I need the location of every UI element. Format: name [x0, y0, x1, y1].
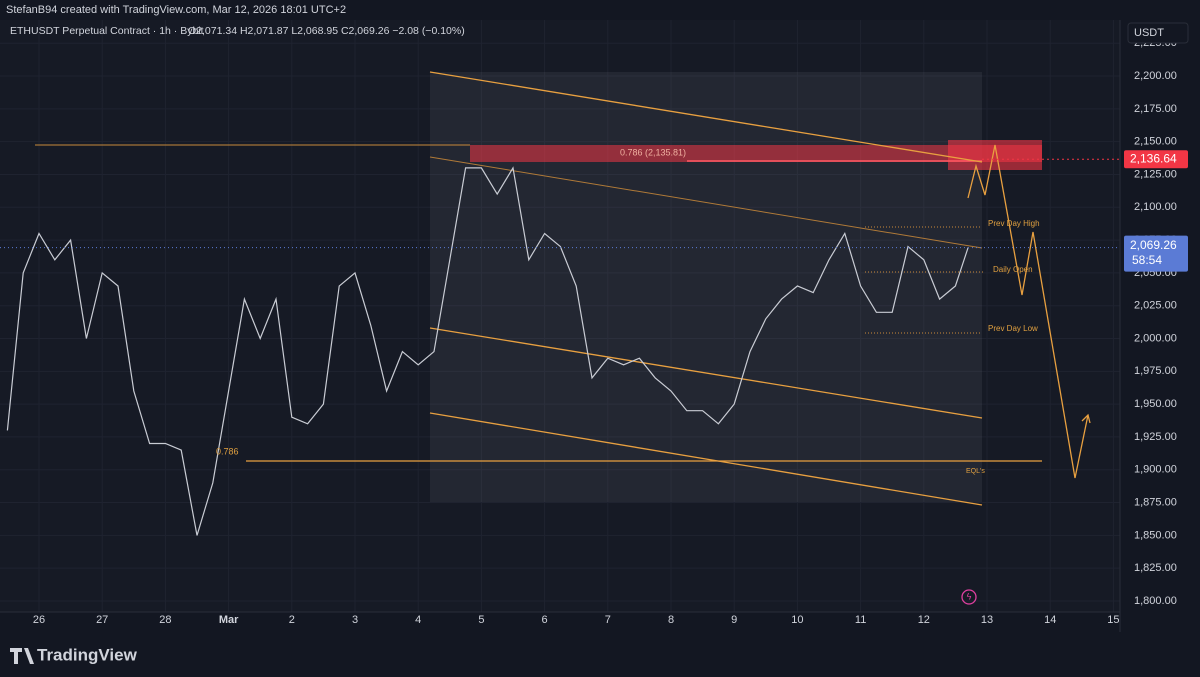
last-price-box [1124, 235, 1188, 272]
y-tick-label: 2,200.00 [1134, 70, 1177, 82]
y-tick-label: 2,000.00 [1134, 332, 1177, 344]
symbol-title: ETHUSDT Perpetual Contract · 1h · Bybit [10, 25, 204, 37]
marks [0, 158, 1120, 536]
ohlc-line: O2,071.34 H2,071.87 L2,068.95 C2,069.26 … [188, 25, 465, 37]
price-line [6, 166, 969, 536]
x-tick-label: 12 [918, 614, 930, 626]
x-tick-label: 15 [1107, 614, 1119, 626]
y-tick-label: 2,100.00 [1134, 201, 1177, 213]
channel-lower [429, 327, 983, 419]
grid [0, 20, 1120, 612]
last-price-label: 2,069.26 [1130, 238, 1177, 252]
y-tick-label: 2,175.00 [1134, 103, 1177, 115]
projection-arrow [1081, 413, 1091, 424]
eql-label: EQL's [966, 468, 985, 475]
x-tick-label: 11 [855, 614, 866, 626]
projection-path [967, 144, 1089, 479]
y-tick-label: 1,925.00 [1134, 431, 1177, 443]
prev-day-high-label: Prev Day High [988, 219, 1040, 228]
fib-label: 0.786 (2,135.81) [620, 147, 686, 157]
alert-icon-glyph: ϟ [967, 591, 972, 601]
x-tick-label: 13 [981, 614, 993, 626]
x-tick-label: 10 [791, 614, 803, 626]
x-tick-label: 6 [542, 614, 548, 626]
author-line: StefanB94 created with TradingView.com, … [6, 4, 346, 16]
channel-top [429, 71, 983, 163]
daily-open-label: Daily Open [993, 265, 1033, 274]
brand-name: TradingView [37, 645, 138, 664]
x-tick-label: 3 [352, 614, 358, 626]
y-tick-label: 2,125.00 [1134, 168, 1177, 180]
fib-level-label: 0.786 [216, 446, 239, 456]
x-tick-label: 5 [478, 614, 484, 626]
x-tick-label: 28 [159, 614, 171, 626]
channel-bottom [429, 412, 983, 506]
channel-box [430, 72, 982, 502]
supply-zone [470, 145, 1042, 162]
prev-day-low-label: Prev Day Low [988, 324, 1038, 333]
alert-icon[interactable] [961, 589, 977, 605]
countdown-label: 58:54 [1132, 253, 1162, 267]
y-tick-label: 1,800.00 [1134, 595, 1177, 607]
alert-price-label: 2,136.64 [1130, 151, 1177, 165]
x-tick-label: 26 [33, 614, 45, 626]
x-tick-label: Mar [219, 614, 239, 626]
x-tick-label: 9 [731, 614, 737, 626]
plot-area [0, 20, 1120, 612]
footer [0, 632, 1200, 677]
x-tick-label: 27 [96, 614, 108, 626]
x-tick-label: 7 [605, 614, 611, 626]
x-tick-label: 4 [415, 614, 421, 626]
supply-zone-box [948, 140, 1042, 170]
alert-price-box [1124, 150, 1188, 169]
price-axis [1120, 20, 1200, 632]
brand-logo [10, 648, 34, 664]
y-tick-label: 1,875.00 [1134, 496, 1177, 508]
y-tick-label: 2,150.00 [1134, 136, 1177, 148]
y-tick-label: 1,950.00 [1134, 398, 1177, 410]
axes: 1,800.00 1,825.00 1,850.00 1,875.00 1,900.00… [33, 37, 1188, 626]
x-tick-label: 8 [668, 614, 674, 626]
y-tick-label: 1,850.00 [1134, 529, 1177, 541]
y-tick-label: 1,900.00 [1134, 464, 1177, 476]
channel-mid [429, 156, 983, 249]
y-tick-label: 2,025.00 [1134, 300, 1177, 312]
y-tick-label: 1,825.00 [1134, 562, 1177, 574]
currency: USDT [1134, 27, 1164, 39]
x-tick-label: 14 [1044, 614, 1056, 626]
x-tick-label: 2 [289, 614, 295, 626]
currency-box[interactable] [1127, 22, 1189, 44]
y-tick-label: 1,975.00 [1134, 365, 1177, 377]
